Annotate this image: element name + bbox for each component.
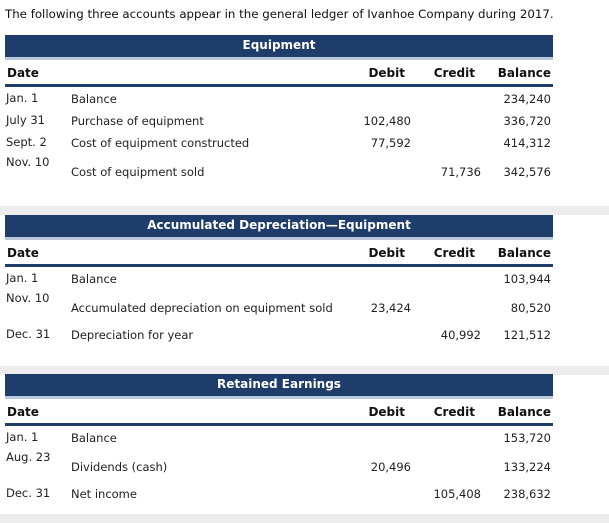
row-description: Dividends (cash) [71, 460, 168, 474]
row-description: Accumulated depreciation on equipment so… [71, 301, 333, 315]
column-header-row: Date Debit Credit Balance [5, 399, 553, 426]
row-debit: 102,480 [363, 114, 411, 128]
intro-text: The following three accounts appear in t… [5, 7, 554, 21]
header-balance: Balance [497, 66, 551, 80]
row-date: Nov. 10 [6, 291, 50, 305]
table-row: Aug. 23 Dividends (cash) 20,496 133,224 [5, 448, 553, 482]
row-description: Balance [71, 92, 117, 106]
header-balance: Balance [497, 246, 551, 260]
row-balance: 342,576 [503, 165, 551, 179]
row-debit: 23,424 [370, 301, 411, 315]
row-balance: 238,632 [503, 487, 551, 501]
ledger-title: Equipment [5, 35, 553, 60]
row-description: Purchase of equipment [71, 114, 204, 128]
ledger-retained-earnings: Retained Earnings Date Debit Credit Bala… [5, 374, 553, 508]
row-date: Dec. 31 [6, 486, 51, 500]
section-divider [0, 206, 609, 215]
table-row: July 31 Purchase of equipment 102,480 33… [5, 109, 553, 131]
row-credit: 105,408 [433, 487, 481, 501]
row-balance: 133,224 [503, 460, 551, 474]
row-date: July 31 [6, 113, 45, 127]
row-description: Cost of equipment sold [71, 165, 205, 179]
row-date: Jan. 1 [6, 271, 39, 285]
row-date: Aug. 23 [6, 450, 51, 464]
table-row: Jan. 1 Balance 234,240 [5, 87, 553, 109]
ledger-title: Accumulated Depreciation—Equipment [5, 215, 553, 240]
row-date: Dec. 31 [6, 327, 51, 341]
row-date: Sept. 2 [6, 135, 47, 149]
table-row: Nov. 10 Accumulated depreciation on equi… [5, 289, 553, 323]
header-credit: Credit [433, 66, 475, 80]
section-divider [0, 366, 609, 375]
row-date: Jan. 1 [6, 91, 39, 105]
column-header-row: Date Debit Credit Balance [5, 60, 553, 87]
table-row: Jan. 1 Balance 103,944 [5, 267, 553, 289]
row-debit: 20,496 [370, 460, 411, 474]
header-credit: Credit [433, 405, 475, 419]
ledger-equipment: Equipment Date Debit Credit Balance Jan.… [5, 35, 553, 187]
header-balance: Balance [497, 405, 551, 419]
row-description: Net income [71, 487, 137, 501]
header-debit: Debit [368, 246, 405, 260]
row-debit: 77,592 [370, 136, 411, 150]
header-date: Date [7, 246, 39, 260]
row-description: Balance [71, 272, 117, 286]
table-row: Dec. 31 Net income 105,408 238,632 [5, 482, 553, 508]
header-date: Date [7, 405, 39, 419]
row-balance: 121,512 [503, 328, 551, 342]
header-debit: Debit [368, 405, 405, 419]
row-balance: 336,720 [503, 114, 551, 128]
column-header-row: Date Debit Credit Balance [5, 240, 553, 267]
header-debit: Debit [368, 66, 405, 80]
section-divider [0, 514, 609, 523]
row-description: Depreciation for year [71, 328, 194, 342]
row-balance: 414,312 [503, 136, 551, 150]
table-row: Nov. 10 Cost of equipment sold 71,736 34… [5, 153, 553, 187]
header-date: Date [7, 66, 39, 80]
table-row: Sept. 2 Cost of equipment constructed 77… [5, 131, 553, 153]
table-row: Jan. 1 Balance 153,720 [5, 426, 553, 448]
row-balance: 80,520 [510, 301, 551, 315]
row-date: Jan. 1 [6, 430, 39, 444]
ledger-accumulated-depreciation: Accumulated Depreciation—Equipment Date … [5, 215, 553, 349]
header-credit: Credit [433, 246, 475, 260]
ledger-title: Retained Earnings [5, 374, 553, 399]
row-credit: 71,736 [440, 165, 481, 179]
row-balance: 234,240 [503, 92, 551, 106]
row-date: Nov. 10 [6, 155, 50, 169]
row-balance: 153,720 [503, 431, 551, 445]
row-description: Balance [71, 431, 117, 445]
row-description: Cost of equipment constructed [71, 136, 250, 150]
table-row: Dec. 31 Depreciation for year 40,992 121… [5, 323, 553, 349]
row-balance: 103,944 [503, 272, 551, 286]
row-credit: 40,992 [440, 328, 481, 342]
